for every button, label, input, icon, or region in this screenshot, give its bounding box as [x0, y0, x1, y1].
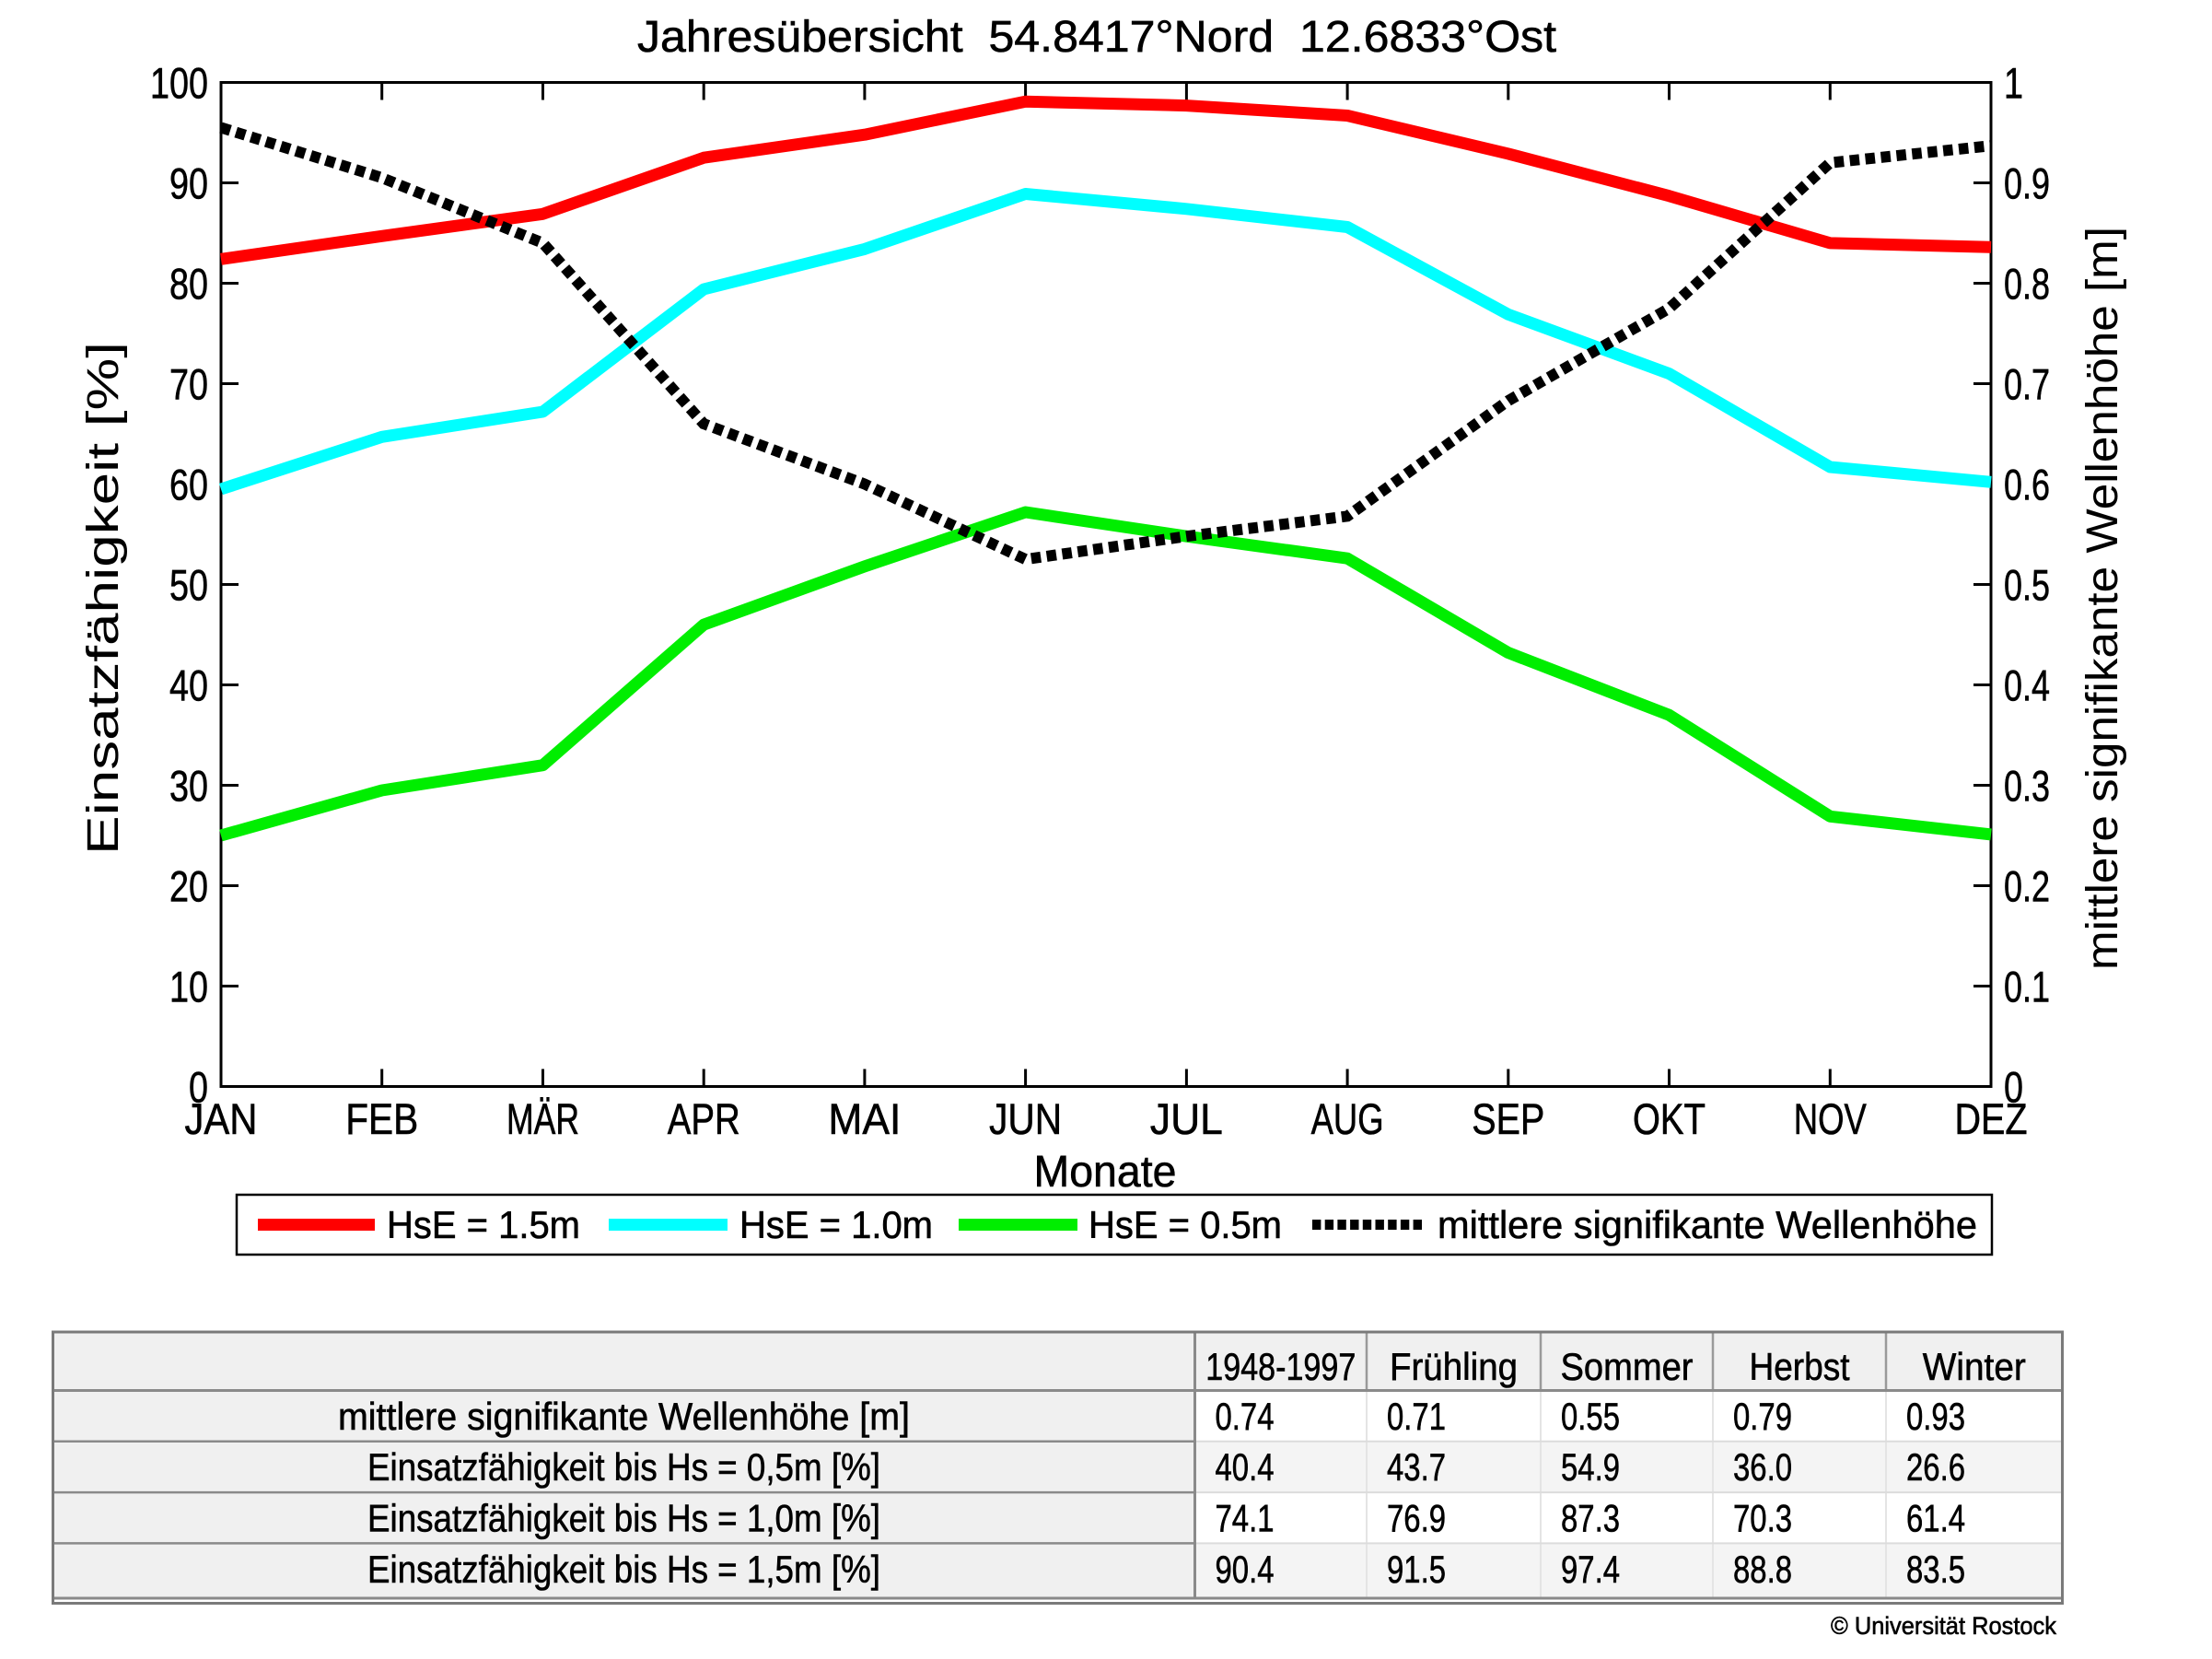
svg-text:0.9: 0.9 — [2004, 159, 2050, 208]
svg-text:61.4: 61.4 — [1906, 1497, 1965, 1540]
svg-text:0.1: 0.1 — [2004, 963, 2050, 1011]
svg-text:54.9: 54.9 — [1561, 1445, 1620, 1489]
svg-text:0.55: 0.55 — [1561, 1395, 1620, 1438]
svg-text:Einsatzfähigkeit bis Hs = 1,5m: Einsatzfähigkeit bis Hs = 1,5m [%] — [367, 1548, 880, 1591]
svg-text:0.6: 0.6 — [2004, 461, 2050, 509]
svg-text:Herbst: Herbst — [1750, 1345, 1850, 1388]
svg-text:0: 0 — [2004, 1063, 2023, 1112]
svg-text:26.6: 26.6 — [1906, 1445, 1965, 1489]
svg-text:20: 20 — [169, 862, 208, 911]
svg-text:HsE = 1.5m: HsE = 1.5m — [387, 1203, 580, 1246]
svg-text:HsE = 1.0m: HsE = 1.0m — [739, 1203, 933, 1246]
svg-text:0.4: 0.4 — [2004, 661, 2050, 710]
svg-text:36.0: 36.0 — [1733, 1445, 1792, 1489]
svg-text:76.9: 76.9 — [1387, 1497, 1446, 1540]
svg-text:MÄR: MÄR — [506, 1094, 579, 1143]
svg-text:0.79: 0.79 — [1733, 1395, 1792, 1438]
svg-text:74.1: 74.1 — [1216, 1497, 1275, 1540]
svg-text:SEP: SEP — [1472, 1094, 1544, 1143]
svg-text:100: 100 — [150, 59, 208, 108]
svg-text:80: 80 — [169, 260, 208, 309]
svg-text:0.74: 0.74 — [1216, 1395, 1275, 1438]
svg-text:30: 30 — [169, 762, 208, 811]
svg-text:AUG: AUG — [1311, 1094, 1384, 1143]
svg-text:50: 50 — [169, 561, 208, 610]
svg-text:JAN: JAN — [185, 1094, 258, 1143]
svg-text:90: 90 — [169, 159, 208, 208]
svg-text:0.2: 0.2 — [2004, 862, 2050, 911]
svg-text:91.5: 91.5 — [1387, 1548, 1446, 1591]
svg-text:FEB: FEB — [345, 1094, 418, 1143]
svg-text:40: 40 — [169, 661, 208, 710]
svg-text:60: 60 — [169, 461, 208, 509]
svg-text:mittlere signifikante Wellenhö: mittlere signifikante Wellenhöhe — [1438, 1203, 1977, 1246]
svg-text:83.5: 83.5 — [1906, 1548, 1965, 1591]
svg-text:Jahresübersicht 54.8417°Nord: Jahresübersicht 54.8417°Nord 12.6833°Ost — [637, 13, 1556, 62]
svg-text:Winter: Winter — [1923, 1345, 2026, 1388]
svg-text:HsE = 0.5m: HsE = 0.5m — [1089, 1203, 1282, 1246]
svg-text:70.3: 70.3 — [1733, 1497, 1792, 1540]
svg-text:DEZ: DEZ — [1955, 1094, 2028, 1143]
svg-text:NOV: NOV — [1794, 1094, 1867, 1143]
svg-text:APR: APR — [668, 1094, 740, 1143]
svg-text:0.71: 0.71 — [1387, 1395, 1446, 1438]
svg-text:© Universität Rostock: © Universität Rostock — [1831, 1612, 2056, 1640]
svg-text:Monate: Monate — [1034, 1148, 1177, 1197]
svg-text:40.4: 40.4 — [1216, 1445, 1275, 1489]
svg-text:0.3: 0.3 — [2004, 762, 2050, 811]
svg-text:97.4: 97.4 — [1561, 1548, 1620, 1591]
svg-text:43.7: 43.7 — [1387, 1445, 1446, 1489]
svg-text:87.3: 87.3 — [1561, 1497, 1620, 1540]
svg-text:0.7: 0.7 — [2004, 360, 2050, 409]
svg-text:0.5: 0.5 — [2004, 561, 2050, 610]
svg-text:90.4: 90.4 — [1216, 1548, 1275, 1591]
svg-text:Einsatzfähigkeit bis Hs = 1,0m: Einsatzfähigkeit bis Hs = 1,0m [%] — [367, 1497, 880, 1540]
svg-text:1948-1997: 1948-1997 — [1205, 1345, 1356, 1388]
svg-text:0.93: 0.93 — [1906, 1395, 1965, 1438]
svg-text:Frühling: Frühling — [1390, 1345, 1518, 1388]
svg-text:Einsatzfähigkeit bis Hs = 0,5m: Einsatzfähigkeit bis Hs = 0,5m [%] — [367, 1445, 880, 1489]
svg-text:MAI: MAI — [828, 1094, 901, 1143]
svg-text:10: 10 — [169, 963, 208, 1011]
svg-text:JUL: JUL — [1150, 1094, 1223, 1143]
svg-text:JUN: JUN — [989, 1094, 1062, 1143]
svg-text:0.8: 0.8 — [2004, 260, 2050, 309]
svg-text:mittlere signifikante Wellenhö: mittlere signifikante Wellenhöhe [m] — [338, 1395, 910, 1438]
svg-text:Einsatzfähigkeit [%]: Einsatzfähigkeit [%] — [79, 342, 128, 855]
svg-text:Sommer: Sommer — [1561, 1345, 1694, 1388]
svg-text:mittlere signifikante Wellenhö: mittlere signifikante Wellenhöhe [m] — [2078, 227, 2127, 970]
svg-text:0: 0 — [189, 1063, 208, 1112]
svg-text:OKT: OKT — [1633, 1094, 1706, 1143]
svg-text:1: 1 — [2004, 59, 2023, 108]
svg-text:88.8: 88.8 — [1733, 1548, 1792, 1591]
svg-text:70: 70 — [169, 360, 208, 409]
